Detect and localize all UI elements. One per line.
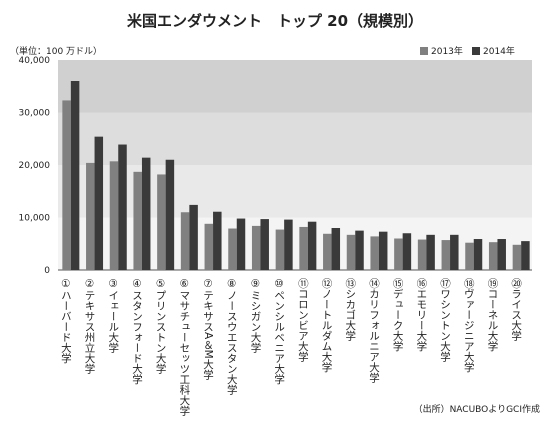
plot-band <box>58 112 532 165</box>
x-category-label: ⑰ワシントン大学 <box>439 278 451 362</box>
y-tick-label: 0 <box>44 266 50 276</box>
bar-2014 <box>473 239 483 270</box>
x-category-label: ⑭カリフォルニア大学 <box>368 278 380 383</box>
x-category-label: ⑩ペンシルベニア大学 <box>273 278 285 385</box>
bar-2013 <box>488 242 498 270</box>
bar-2014 <box>236 218 246 270</box>
y-tick-label: 30,000 <box>19 109 51 119</box>
bar-2013 <box>512 244 522 270</box>
bar-2013 <box>204 223 214 270</box>
bar-2014 <box>450 234 459 270</box>
x-category-label: ⑤プリンストン大学 <box>155 278 167 374</box>
bar-2014 <box>213 211 222 270</box>
x-category-label: ②テキサス州立大学 <box>84 278 96 374</box>
bar-2013 <box>228 228 237 270</box>
bar-2014 <box>521 241 530 270</box>
bar-2013 <box>275 229 285 270</box>
bar-2014 <box>426 234 435 270</box>
y-tick-label: 40,000 <box>19 56 51 66</box>
x-category-label: ⑥マサチューセッツ工科大学 <box>178 278 190 416</box>
x-category-label: ⑲コーネル大学 <box>486 278 498 352</box>
bar-2014 <box>165 159 175 270</box>
bar-2014 <box>260 219 269 270</box>
legend-label-2014: 2014年 <box>483 47 515 57</box>
x-category-label: ⑪コロンビア大学 <box>297 278 309 362</box>
bar-2013 <box>370 236 379 270</box>
bar-2013 <box>441 240 451 270</box>
chart-title: 米国エンダウメント トップ 20（規模別） <box>126 12 424 30</box>
y-tick-label: 20,000 <box>19 161 51 171</box>
x-category-label: ⑧ノースウエスタン大学 <box>226 278 238 395</box>
bar-2014 <box>497 239 506 270</box>
x-category-label: ⑦テキサスA＆M大学 <box>202 278 214 380</box>
bar-2013 <box>346 234 356 270</box>
plot-band <box>58 60 532 113</box>
x-category-label: ⑨ミシガン大学 <box>249 278 261 353</box>
legend-swatch-2013 <box>420 46 428 55</box>
bar-2013 <box>157 174 166 270</box>
legend-swatch-2014 <box>472 46 480 55</box>
bar-2013 <box>62 100 71 270</box>
x-category-label: ①ハーバード大学 <box>60 278 72 364</box>
bar-2014 <box>141 157 151 270</box>
bar-2014 <box>378 231 388 270</box>
bar-2013 <box>417 239 427 270</box>
legend-item-2014: 2014年 <box>472 44 515 57</box>
bar-2014 <box>189 204 198 270</box>
bar-2014 <box>402 233 412 270</box>
y-tick-label: 10,000 <box>19 214 51 224</box>
bar-2013 <box>465 242 474 270</box>
x-category-label: ⑯エモリー大学 <box>415 278 427 352</box>
x-category-label: ⑮デューク大学 <box>392 278 404 352</box>
plot-band <box>58 217 532 270</box>
x-category-label: ④スタンフォード大学 <box>131 278 143 385</box>
y-unit-label: （単位：100 万ドル） <box>10 47 103 57</box>
x-category-label: ⑳ライス大学 <box>510 278 522 341</box>
bar-2013 <box>299 226 308 270</box>
x-category-label: ⑫ノートルダム大学 <box>321 278 333 373</box>
bar-2013 <box>109 161 119 270</box>
source-note: （出所）NACUBOよりGCI作成 <box>413 405 540 415</box>
bar-2014 <box>94 136 104 270</box>
bar-2014 <box>118 144 127 270</box>
plot-band <box>58 165 532 218</box>
bar-2014 <box>307 221 317 270</box>
bar-2013 <box>251 225 261 270</box>
bar-2013 <box>133 171 142 270</box>
x-category-label: ⑬シカゴ大学 <box>344 278 356 341</box>
x-category-label: ③イェール大学 <box>107 278 119 353</box>
legend-item-2013: 2013年 <box>420 44 463 57</box>
bar-2014 <box>355 230 364 270</box>
bar-2014 <box>331 228 341 270</box>
legend-label-2013: 2013年 <box>431 47 463 57</box>
bar-2014 <box>284 219 293 270</box>
bar-2013 <box>394 238 403 270</box>
bar-2013 <box>323 233 332 270</box>
bar-2014 <box>70 81 80 270</box>
bar-2013 <box>180 212 190 270</box>
x-category-label: ⑱ヴァージニア大学 <box>463 278 475 373</box>
bar-2013 <box>86 162 95 270</box>
